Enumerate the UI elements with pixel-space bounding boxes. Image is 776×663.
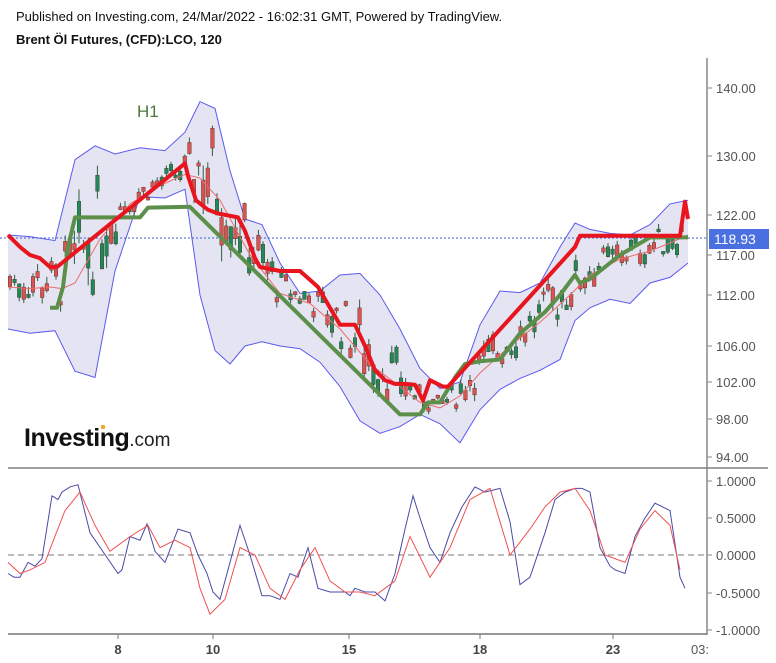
oscillator-axis[interactable]: 1.0000 0.5000 0.0000 -0.5000 -1.0000	[706, 468, 760, 638]
price-tick-label: 130.00	[716, 149, 756, 164]
time-tick-label: 23	[606, 642, 620, 657]
oscillator-pane	[7, 484, 706, 616]
oscillator-tick-label: -1.0000	[716, 623, 760, 638]
price-tick-label: 106.00	[716, 339, 756, 354]
time-tick-label: 8	[114, 642, 121, 657]
time-tick-label: 15	[342, 642, 356, 657]
h1-annotation: H1	[137, 102, 159, 121]
price-tick-label: 122.00	[716, 208, 756, 223]
time-axis[interactable]: 8 10 15 18 23 03:	[8, 633, 709, 657]
price-tick-label: 102.00	[716, 375, 756, 390]
time-tick-label: 10	[206, 642, 220, 657]
logo-accent-dot	[101, 425, 105, 429]
current-price-badge: 118.93	[709, 229, 769, 249]
price-tick-label: 94.00	[716, 450, 749, 465]
instrument-title: Brent Öl Futures, (CFD):LCO, 120	[16, 32, 222, 47]
price-pane: H1	[0, 100, 706, 444]
bollinger-upper-line	[7, 100, 689, 390]
price-tick-label: 117.00	[716, 248, 755, 263]
published-line: Published on Investing.com, 24/Mar/2022 …	[16, 9, 503, 24]
oscillator-tick-label: 1.0000	[716, 474, 756, 489]
oscillator-tick-label: 0.0000	[716, 548, 756, 563]
bollinger-band-fill	[8, 101, 688, 443]
logo-main: Investing	[24, 424, 130, 452]
investing-logo: Investing.com	[24, 424, 170, 453]
time-tick-label: 03:	[691, 642, 709, 657]
oscillator-signal-line	[7, 487, 681, 616]
sma-line	[7, 173, 689, 409]
time-tick-label: 18	[473, 642, 487, 657]
logo-suffix: .com	[129, 430, 171, 451]
supertrend-down-line	[6, 161, 690, 403]
price-tick-label: 140.00	[716, 81, 756, 96]
price-axis[interactable]: 140.00 130.00 122.00 117.00 112.00 106.00 102.…	[706, 58, 756, 468]
price-tick-label: 112.00	[716, 288, 755, 303]
supertrend-up-line	[50, 204, 688, 417]
price-tick-label: 98.00	[716, 412, 749, 427]
oscillator-main-line	[7, 484, 686, 602]
oscillator-tick-label: 0.5000	[716, 511, 756, 526]
oscillator-tick-label: -0.5000	[716, 586, 760, 601]
